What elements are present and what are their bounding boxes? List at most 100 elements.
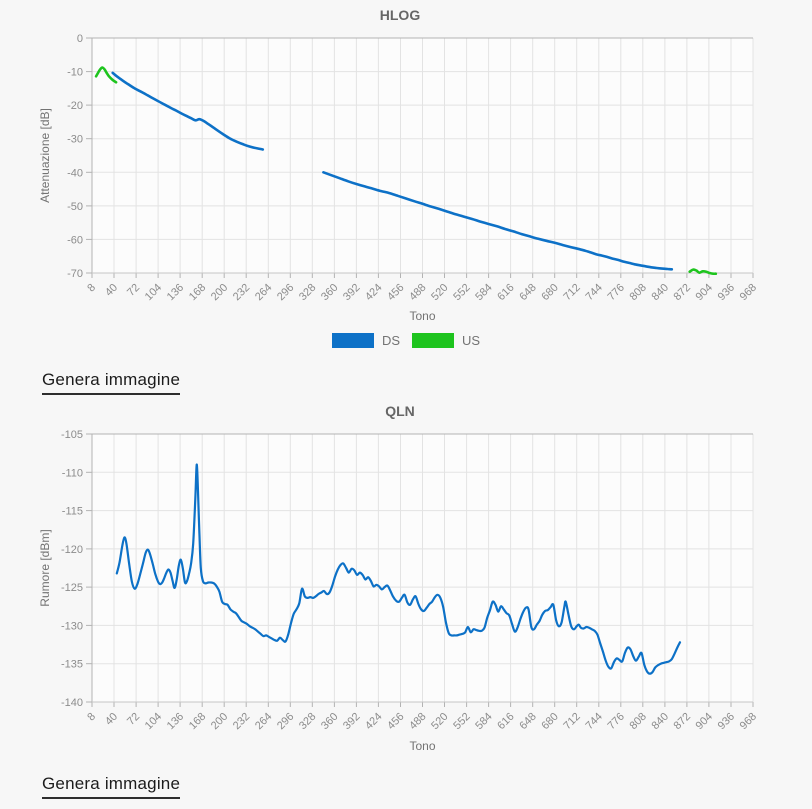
legend-item-us[interactable]: US xyxy=(412,333,480,348)
y-tick-label: -20 xyxy=(67,100,83,112)
x-tick-label: 328 xyxy=(297,282,318,303)
x-tick-label: 168 xyxy=(187,711,208,732)
qln-chart-canvas[interactable]: 8 40 72 104 136 168 200 232 264 296 328 360 392 424 45… xyxy=(0,396,812,760)
x-tick-label: 232 xyxy=(231,711,252,732)
x-tick-label: 232 xyxy=(231,282,252,303)
x-tick-label: 360 xyxy=(319,711,340,732)
x-tick-label: 744 xyxy=(583,282,604,303)
x-tick-label: 456 xyxy=(385,282,406,303)
x-tick-label: 520 xyxy=(429,282,450,303)
x-tick-label: 552 xyxy=(451,711,472,732)
legend-item-ds[interactable]: DS xyxy=(331,333,400,348)
x-tick-label: 200 xyxy=(209,282,230,303)
x-tick-label: 392 xyxy=(341,711,362,732)
y-tick-label: -10 xyxy=(67,67,83,79)
x-tick-label: 936 xyxy=(716,282,737,303)
x-axis-title: Tono xyxy=(409,309,435,323)
x-tick-label: 904 xyxy=(694,282,715,303)
x-tick-label: 40 xyxy=(103,711,120,728)
x-tick-label: 904 xyxy=(694,711,715,732)
x-tick-label: 136 xyxy=(165,282,186,303)
x-tick-label: 488 xyxy=(407,711,428,732)
generate-image-link-top[interactable]: Genera immagine xyxy=(42,370,181,395)
gridlines xyxy=(86,433,754,707)
x-axis-title: Tono xyxy=(409,739,435,753)
x-tick-label: 296 xyxy=(275,711,296,732)
y-tick-label: -135 xyxy=(61,659,83,671)
x-tick-label: 616 xyxy=(495,282,516,303)
x-tick-label: 104 xyxy=(143,711,164,732)
hlog-chart-canvas[interactable]: 8 40 72 104 136 168 200 232 264 296 328 360 392 424 45… xyxy=(0,0,812,332)
x-tick-label: 520 xyxy=(429,711,450,732)
hlog-legend: DS US xyxy=(0,333,812,348)
y-tick-label: -30 xyxy=(67,134,83,146)
x-tick-label: 584 xyxy=(473,711,494,732)
y-tick-label: -50 xyxy=(67,201,83,213)
y-tick-label: -110 xyxy=(62,467,83,479)
series-line-US xyxy=(688,268,718,276)
y-tick-label: 0 xyxy=(77,33,83,45)
x-tick-label: 936 xyxy=(716,711,737,732)
y-tick-label: -40 xyxy=(67,167,83,179)
generate-image-link-bottom[interactable]: Genera immagine xyxy=(42,774,181,799)
y-axis-title: Rumore [dBm] xyxy=(38,529,52,606)
us-legend-label: US xyxy=(462,333,481,348)
x-tick-label: 840 xyxy=(650,711,671,732)
series-line-QLN xyxy=(115,463,682,675)
x-tick-label: 328 xyxy=(297,711,318,732)
y-tick-label: -115 xyxy=(62,506,83,518)
series-line-DS xyxy=(322,171,674,271)
y-tick-label: -130 xyxy=(61,620,83,632)
x-tick-label: 680 xyxy=(539,282,560,303)
x-tick-label: 40 xyxy=(103,282,120,299)
x-tick-label: 776 xyxy=(605,282,626,303)
x-tick-label: 680 xyxy=(539,711,560,732)
ds-color-swatch xyxy=(331,333,374,348)
x-tick-label: 872 xyxy=(672,282,693,303)
x-tick-label: 840 xyxy=(650,282,671,303)
x-tick-label: 776 xyxy=(605,711,626,732)
y-tick-label: -60 xyxy=(67,234,83,246)
x-tick-label: 264 xyxy=(253,282,274,303)
x-tick-label: 616 xyxy=(495,711,516,732)
x-tick-label: 296 xyxy=(275,282,296,303)
x-tick-label: 168 xyxy=(187,282,208,303)
x-tick-label: 744 xyxy=(583,711,604,732)
x-tick-label: 968 xyxy=(738,282,759,303)
x-tick-label: 136 xyxy=(165,711,186,732)
x-tick-label: 456 xyxy=(385,711,406,732)
x-tick-label: 360 xyxy=(319,282,340,303)
y-tick-label: -125 xyxy=(61,582,83,594)
x-tick-label: 968 xyxy=(738,711,759,732)
x-tick-label: 712 xyxy=(561,711,582,732)
y-axis-title: Attenuazione [dB] xyxy=(38,108,52,203)
x-tick-label: 872 xyxy=(672,711,693,732)
x-tick-label: 392 xyxy=(341,282,362,303)
x-tick-label: 712 xyxy=(561,282,582,303)
series-line-DS xyxy=(111,71,265,151)
x-tick-label: 72 xyxy=(125,711,142,728)
y-tick-label: -120 xyxy=(61,544,83,556)
y-tick-label: -140 xyxy=(61,697,83,709)
x-tick-label: 104 xyxy=(143,282,164,303)
us-color-swatch xyxy=(412,333,454,348)
x-tick-label: 648 xyxy=(517,711,538,732)
x-tick-label: 424 xyxy=(363,711,384,732)
x-tick-label: 200 xyxy=(209,711,230,732)
x-tick-label: 264 xyxy=(253,711,274,732)
hlog-chart-title: HLOG xyxy=(379,7,421,23)
x-tick-label: 488 xyxy=(407,282,428,303)
x-tick-label: 552 xyxy=(451,282,472,303)
x-tick-label: 8 xyxy=(85,711,98,724)
y-tick-label: -105 xyxy=(61,429,83,441)
gridlines xyxy=(86,37,754,278)
x-tick-label: 648 xyxy=(517,282,538,303)
ds-legend-label: DS xyxy=(381,333,400,348)
x-tick-label: 72 xyxy=(125,282,142,299)
qln-chart-title: QLN xyxy=(385,403,415,419)
x-tick-label: 8 xyxy=(85,282,98,295)
series-line-US xyxy=(94,66,118,84)
y-tick-label: -70 xyxy=(67,268,83,280)
x-tick-label: 808 xyxy=(627,711,648,732)
